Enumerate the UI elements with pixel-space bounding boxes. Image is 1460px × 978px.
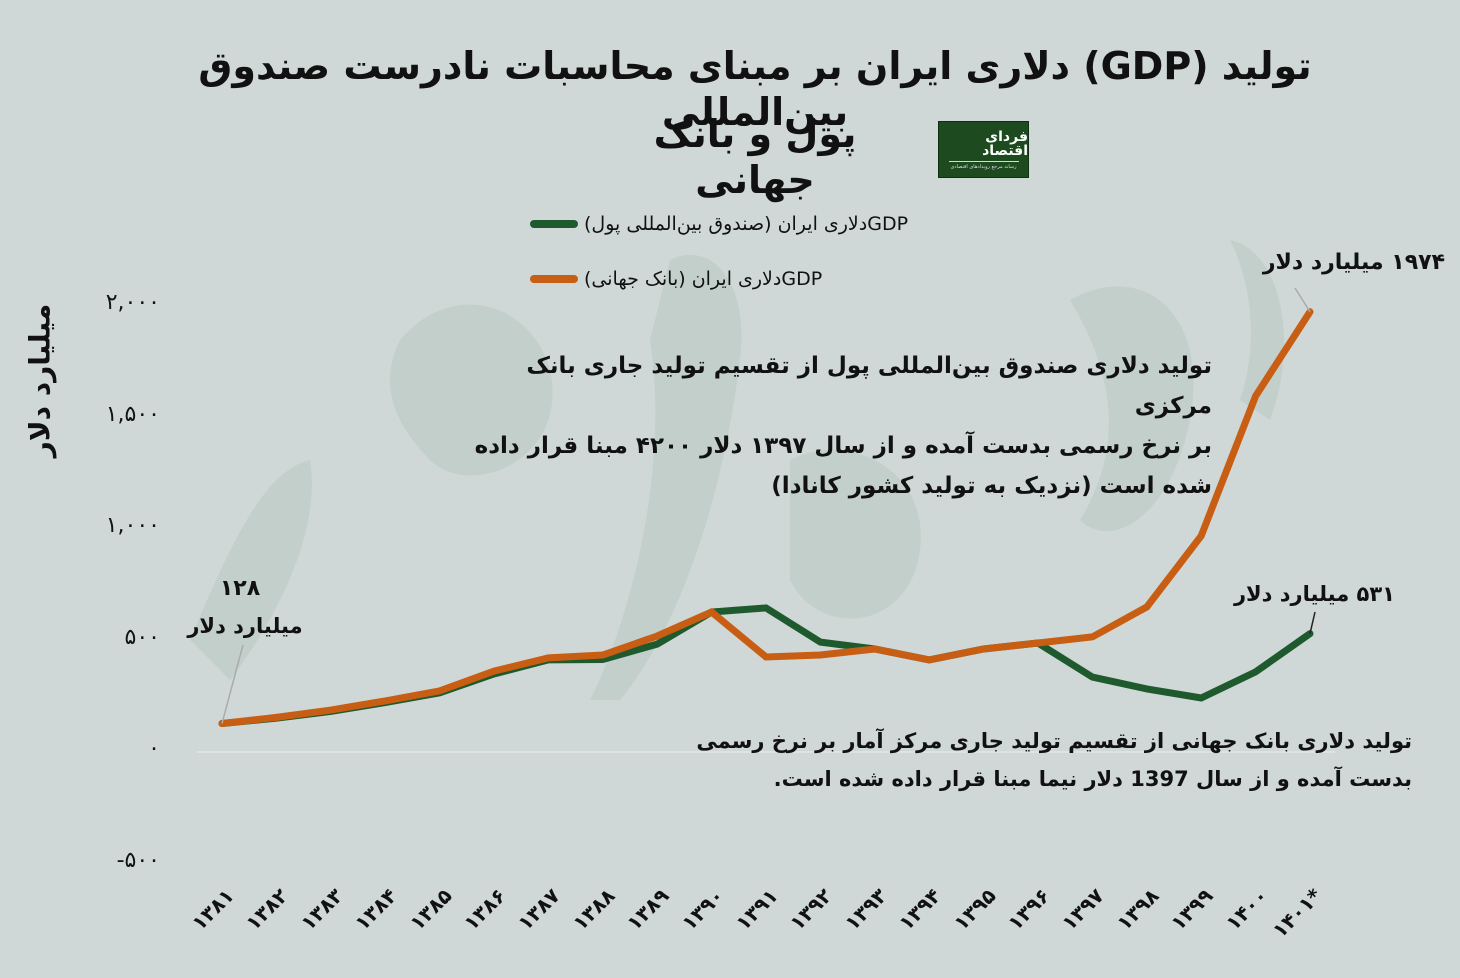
annotation-worldbank-end: ۱۹۷۴ میلیارد دلار: [1262, 250, 1445, 275]
brand-logo: فردای اقتصاد رسانه مرجع رویدادهای اقتصاد…: [938, 121, 1029, 178]
chart-title-line1: تولید (GDP) دلاری ایران بر مبنای محاسبات…: [198, 44, 1312, 134]
logo-tagline: رسانه مرجع رویدادهای اقتصادی: [950, 163, 1017, 170]
y-tick-label: ۲,۰۰۰: [105, 290, 160, 315]
leader-line-start: [221, 644, 244, 724]
leader-line-worldbank: [1294, 287, 1311, 313]
y-tick-label: ۱,۵۰۰: [105, 401, 160, 427]
note-imf-line1: تولید دلاری صندوق بین‌المللی پول از تقسی…: [526, 353, 1212, 419]
y-tick-label: -۵۰۰: [116, 847, 160, 873]
chart-title-line2: پول و بانک جهانی: [653, 112, 857, 202]
leader-line-imf: [1309, 611, 1316, 634]
legend-label-imf: GDPدلاری ایران (صندوق بین‌المللی پول): [584, 213, 909, 235]
y-tick-label: ۱,۰۰۰: [105, 513, 160, 538]
series-line-worldbank: [218, 308, 1314, 727]
legend-swatch-worldbank: [530, 275, 578, 283]
note-imf-line3: شده است (نزدیک به تولید کشور کانادا): [771, 473, 1212, 499]
logo-divider: [948, 160, 1019, 162]
note-worldbank-line1: تولید دلاری بانک جهانی از تقسیم تولید جا…: [696, 729, 1412, 753]
annotation-start-value: ۱۲۸: [219, 576, 261, 601]
legend-label-worldbank: GDPدلاری ایران (بانک جهانی): [584, 268, 823, 290]
annotation-imf-end: ۵۳۱ میلیارد دلار: [1233, 582, 1395, 606]
legend-item-worldbank: GDPدلاری ایران (بانک جهانی): [530, 268, 822, 290]
logo-text: فردای اقتصاد: [982, 128, 1028, 159]
note-imf-line2: بر نرخ رسمی بدست آمده و از سال ۱۳۹۷ دلار…: [474, 433, 1212, 459]
series-line-imf: [218, 604, 1314, 727]
annotation-start-unit: میلیارد دلار: [187, 614, 303, 638]
y-tick-label: ۰: [148, 736, 160, 761]
legend-swatch-imf: [530, 220, 578, 228]
legend-item-imf: GDPدلاری ایران (صندوق بین‌المللی پول): [530, 213, 908, 235]
y-tick-label: ۵۰۰: [124, 624, 160, 650]
note-worldbank: تولید دلاری بانک جهانی از تقسیم تولید جا…: [660, 722, 1412, 798]
note-imf: تولید دلاری صندوق بین‌المللی پول از تقسی…: [470, 346, 1212, 506]
note-worldbank-line2: بدست آمده و از سال 1397 دلار نیما مبنا ق…: [773, 767, 1412, 791]
